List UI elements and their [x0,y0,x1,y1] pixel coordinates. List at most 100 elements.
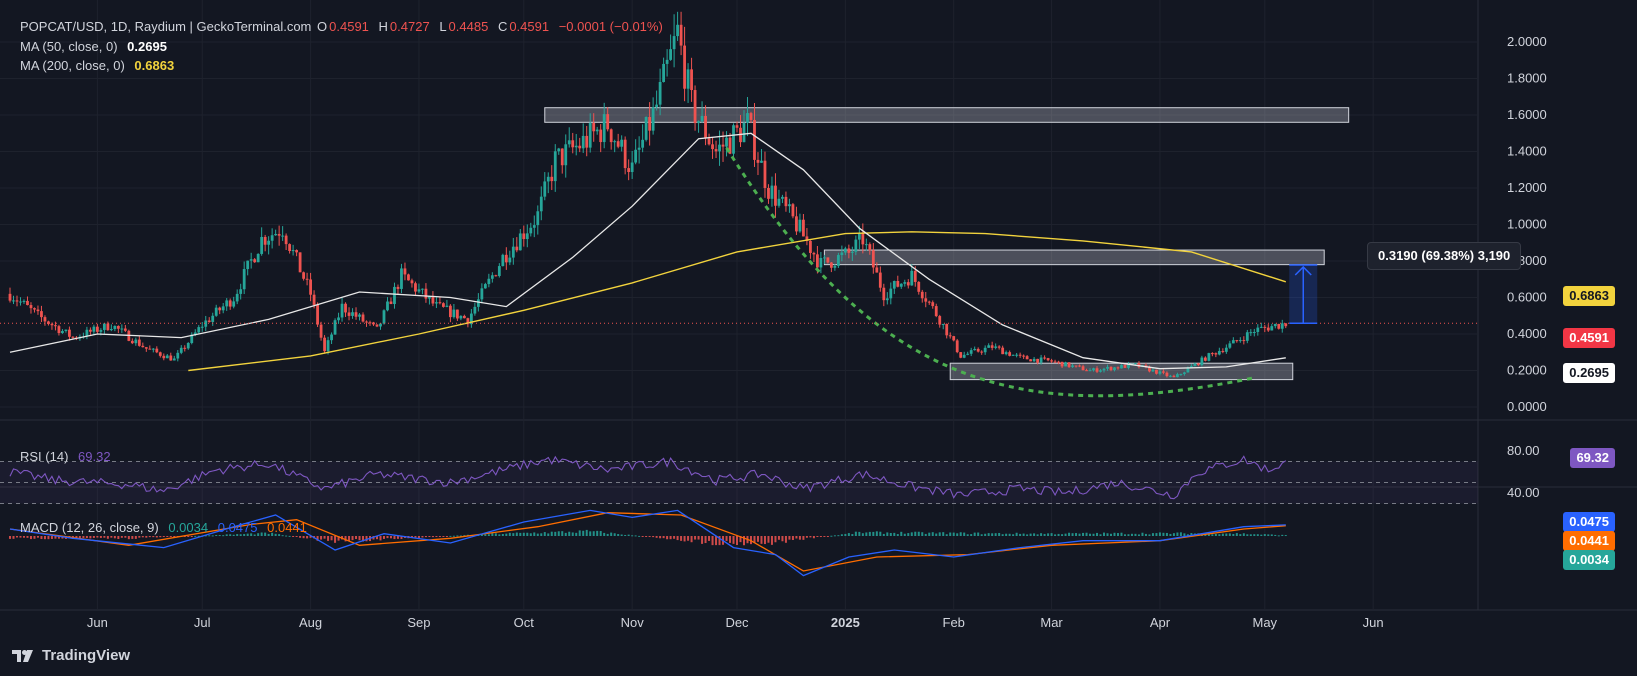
candle-body [12,300,15,302]
candle-body [281,235,285,237]
candle-body [207,320,211,322]
candle-body [532,225,536,228]
macd-histogram-bar [148,536,151,538]
candle-body [711,144,714,150]
candle-body [221,306,225,311]
candle-body [665,59,669,64]
candle-body [602,114,606,143]
ma50-legend[interactable]: MA (50, close, 0) 0.2695 [20,39,169,54]
candle-body [550,176,554,182]
candle-body [462,315,466,319]
rsi-legend[interactable]: RSI (14) 69.32 [20,449,113,464]
candle-body [1029,359,1033,362]
macd-histogram-bar [1127,534,1130,536]
candle-body [1120,365,1123,369]
candle-body [211,315,215,322]
candle-body [183,347,187,349]
macd-histogram-bar [1085,532,1088,536]
candle-body [945,323,949,336]
candle-body [33,308,36,310]
macd-histogram-bar [952,532,955,536]
candle-body [200,326,204,328]
macd-histogram-bar [456,535,459,537]
candle-body [298,252,302,273]
macd-histogram-bar [501,534,504,536]
candle-body [88,329,92,332]
macd-histogram-bar [589,531,592,536]
macd-histogram-bar [141,536,144,538]
candle-body [22,300,26,302]
candle-body [1228,343,1232,348]
candle-body [627,168,631,173]
change-value: −0.0001 (−0.01%) [558,19,663,34]
candle-body [934,306,938,317]
macd-histogram-bar [994,533,997,536]
macd-histogram-bar [1172,533,1175,536]
x-tick-label: Feb [943,615,965,630]
macd-histogram-bar [858,531,861,536]
candle-body [1148,366,1151,372]
candle-body [1064,362,1067,367]
candle-body [1113,367,1116,371]
candle-body [106,323,110,331]
ma200-legend[interactable]: MA (200, close, 0) 0.6863 [20,58,176,73]
candle-body [1099,370,1102,372]
candle-body [333,320,337,335]
candle-body [483,284,487,289]
candle-body [235,293,239,302]
macd-histogram-bar [124,536,127,538]
macd-histogram-bar [274,533,277,536]
candle-body [1263,326,1267,328]
macd-legend[interactable]: MACD (12, 26, close, 9) 0.0034 0.0475 0.… [20,520,309,535]
candle-body [50,324,54,326]
ma200-label: MA (200, close, 0) [20,58,125,73]
candle-body [225,300,229,307]
candle-body [497,266,501,276]
macd-histogram-bar [655,536,658,538]
candle-body [927,301,931,303]
candle-body [1189,366,1193,369]
x-tick-label: May [1253,615,1278,630]
macd-histogram-bar [9,536,11,539]
macd-histogram-bar [603,532,606,536]
macd-histogram-bar [914,531,917,536]
candle-body [277,233,281,236]
y-tick-label: 2.0000 [1507,34,1547,49]
candle-body [959,352,963,358]
macd-histogram-bar [791,536,794,540]
candle-body [816,254,819,268]
symbol-title[interactable]: POPCAT/USD, 1D, Raydium | GeckoTerminal.… [20,19,312,34]
candle-body [697,121,700,124]
macd-histogram-bar [288,535,291,537]
candle-body [309,279,312,295]
candle-body [829,262,833,268]
macd-histogram-bar [1165,532,1168,536]
candle-body [606,114,610,130]
candle-body [623,139,627,169]
candle-body [767,187,770,199]
macd-histogram-bar [652,536,655,538]
candle-body [449,305,452,318]
candle-body [1193,363,1197,367]
macd-histogram-bar [844,533,847,536]
macd-histogram-bar [250,533,253,536]
macd-histogram-bar [382,536,385,539]
candle-body [68,329,71,337]
candle-body [193,332,197,335]
macd-histogram-bar [323,536,326,539]
candle-body [400,268,403,289]
macd-histogram-bar [1043,533,1046,536]
measure-label[interactable]: 0.3190 (69.38%) 3,190 [1367,242,1522,270]
candle-body [826,257,830,263]
macd-histogram-bar [896,534,899,536]
candle-body [515,246,519,251]
rsi-label: RSI (14) [20,449,69,464]
candle-body [1224,347,1228,352]
tradingview-logo[interactable]: TradingView [12,647,130,664]
candle-body [1067,362,1071,367]
candle-body [109,329,113,331]
candle-body [997,346,1001,348]
macd-histogram-bar [494,533,497,536]
candle-body [725,137,728,147]
